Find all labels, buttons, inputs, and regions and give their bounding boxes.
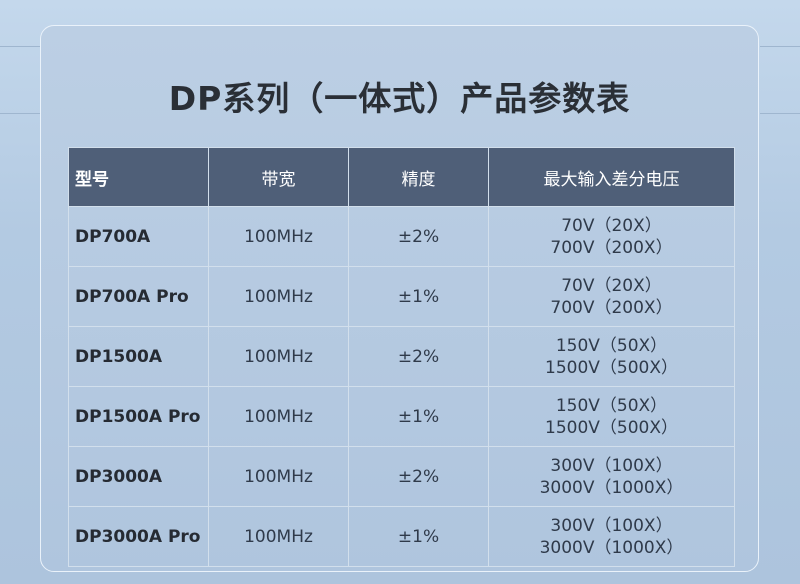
cell-bandwidth: 100MHz: [208, 446, 349, 507]
voltage-line-2: 3000V（1000X）: [539, 537, 684, 558]
cell-model: DP1500A Pro: [68, 386, 209, 447]
spec-card: DP系列（一体式）产品参数表 型号 带宽 精度 最大输入差分电压 DP700A …: [40, 25, 759, 572]
cell-max-voltage: 150V（50X） 1500V（500X）: [488, 326, 735, 387]
voltage-line-2: 3000V（1000X）: [539, 477, 684, 498]
table-row: DP3000A 100MHz ±2% 300V（100X） 3000V（1000X…: [68, 446, 735, 507]
cell-accuracy: ±1%: [348, 266, 489, 327]
voltage-line-1: 150V（50X）: [555, 335, 668, 356]
cell-model: DP3000A: [68, 446, 209, 507]
cell-accuracy: ±1%: [348, 506, 489, 567]
decorative-line: [760, 46, 800, 47]
voltage-line-2: 700V（200X）: [550, 297, 673, 318]
cell-accuracy: ±2%: [348, 206, 489, 267]
voltage-line-1: 150V（50X）: [555, 395, 668, 416]
cell-max-voltage: 150V（50X） 1500V（500X）: [488, 386, 735, 447]
cell-bandwidth: 100MHz: [208, 386, 349, 447]
table-row: DP1500A 100MHz ±2% 150V（50X） 1500V（500X）: [68, 326, 735, 387]
cell-model: DP700A Pro: [68, 266, 209, 327]
cell-model: DP1500A: [68, 326, 209, 387]
cell-bandwidth: 100MHz: [208, 206, 349, 267]
cell-model: DP700A: [68, 206, 209, 267]
table-header-row: 型号 带宽 精度 最大输入差分电压: [68, 147, 735, 207]
decorative-line: [0, 113, 40, 114]
cell-max-voltage: 300V（100X） 3000V（1000X）: [488, 446, 735, 507]
header-max-voltage: 最大输入差分电压: [488, 147, 735, 207]
spec-table: 型号 带宽 精度 最大输入差分电压 DP700A 100MHz ±2% 70V（…: [68, 147, 735, 567]
header-bandwidth: 带宽: [208, 147, 349, 207]
header-accuracy: 精度: [348, 147, 489, 207]
table-row: DP3000A Pro 100MHz ±1% 300V（100X） 3000V（1…: [68, 506, 735, 567]
voltage-line-2: 1500V（500X）: [545, 357, 678, 378]
cell-bandwidth: 100MHz: [208, 506, 349, 567]
header-model: 型号: [68, 147, 209, 207]
cell-accuracy: ±1%: [348, 386, 489, 447]
cell-accuracy: ±2%: [348, 326, 489, 387]
voltage-line-1: 70V（20X）: [561, 275, 662, 296]
page-title: DP系列（一体式）产品参数表: [168, 79, 631, 118]
voltage-line-1: 300V（100X）: [550, 455, 673, 476]
voltage-line-2: 1500V（500X）: [545, 417, 678, 438]
table-row: DP1500A Pro 100MHz ±1% 150V（50X） 1500V（50…: [68, 386, 735, 447]
cell-accuracy: ±2%: [348, 446, 489, 507]
decorative-line: [760, 113, 800, 114]
cell-model: DP3000A Pro: [68, 506, 209, 567]
cell-bandwidth: 100MHz: [208, 266, 349, 327]
voltage-line-1: 70V（20X）: [561, 215, 662, 236]
table-row: DP700A 100MHz ±2% 70V（20X） 700V（200X）: [68, 206, 735, 267]
voltage-line-1: 300V（100X）: [550, 515, 673, 536]
table-row: DP700A Pro 100MHz ±1% 70V（20X） 700V（200X）: [68, 266, 735, 327]
cell-max-voltage: 70V（20X） 700V（200X）: [488, 206, 735, 267]
voltage-line-2: 700V（200X）: [550, 237, 673, 258]
cell-bandwidth: 100MHz: [208, 326, 349, 387]
cell-max-voltage: 70V（20X） 700V（200X）: [488, 266, 735, 327]
decorative-line: [0, 46, 40, 47]
cell-max-voltage: 300V（100X） 3000V（1000X）: [488, 506, 735, 567]
